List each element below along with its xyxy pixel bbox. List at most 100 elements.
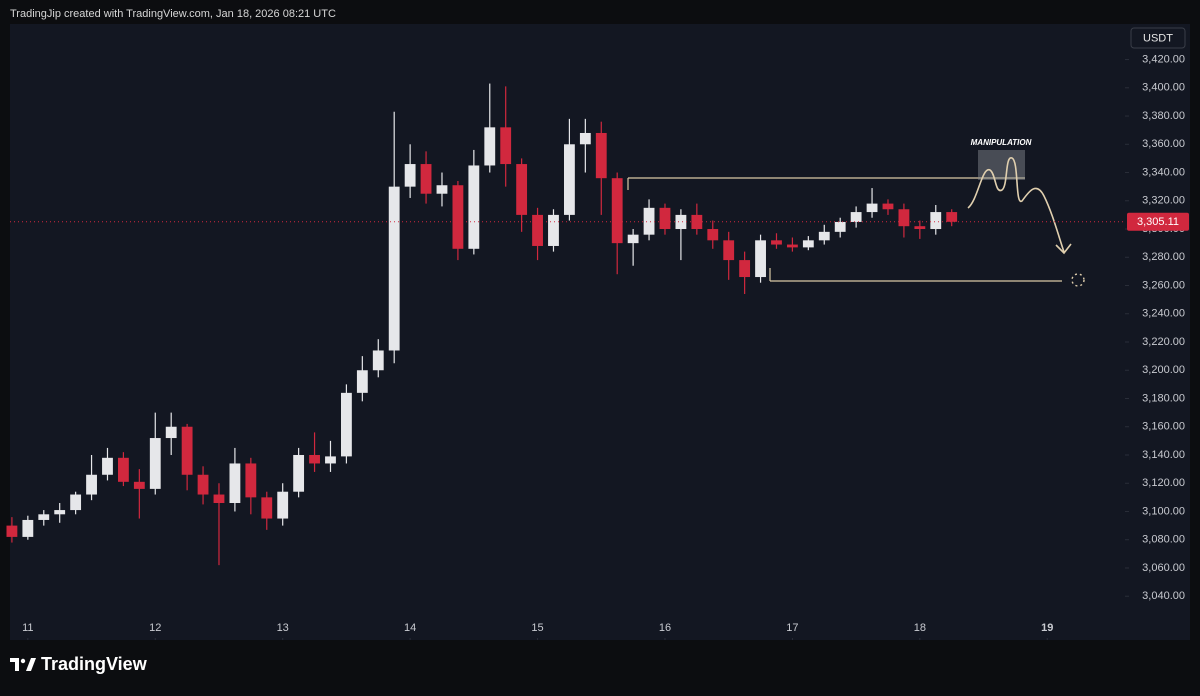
candle-body: [484, 127, 496, 166]
candle-body: [563, 144, 575, 215]
brand-logo: [10, 658, 19, 671]
brand-logo-mark: [26, 658, 36, 671]
x-tick-label: 16: [659, 622, 671, 634]
candle-body: [245, 463, 257, 498]
y-tick-label: 3,100.00: [1142, 505, 1185, 517]
x-tick-label: 19: [1041, 622, 1053, 634]
x-tick-label: 11: [22, 622, 33, 634]
candle-body: [946, 212, 958, 222]
x-tick-label: 13: [277, 622, 289, 634]
candle-body: [102, 457, 113, 475]
y-tick-label: 3,340.00: [1142, 166, 1185, 178]
candle-body: [22, 519, 34, 537]
projection-arrow: [1055, 243, 1072, 255]
x-tick-label: 18: [914, 622, 926, 634]
candle-body: [436, 185, 448, 194]
candle-body: [149, 438, 161, 489]
candle-body: [340, 392, 352, 457]
candle-body: [611, 178, 623, 244]
y-tick-label: 3,040.00: [1142, 590, 1185, 602]
candles: [6, 83, 958, 566]
candle-body: [882, 203, 894, 210]
currency-box: [1130, 27, 1186, 49]
candle-body: [739, 260, 751, 278]
y-tick-label: 3,140.00: [1142, 449, 1185, 461]
candle-body: [755, 240, 766, 278]
candle-body: [325, 456, 336, 464]
y-tick-label: 3,240.00: [1142, 308, 1185, 320]
candle-body: [500, 127, 512, 165]
candle-body: [643, 207, 655, 235]
y-tick-label: 3,360.00: [1142, 138, 1185, 150]
candle-body: [691, 214, 703, 230]
candle-body: [786, 244, 798, 248]
candle-body: [404, 164, 416, 187]
header-title: TradingJip created with TradingView.com,…: [10, 8, 336, 20]
x-tick-label: 17: [786, 622, 798, 634]
candle-body: [372, 350, 384, 371]
candle-body: [627, 234, 639, 244]
candle-body: [771, 240, 782, 245]
price-overlay: 3,305.11: [10, 212, 1189, 231]
y-tick-label: 3,400.00: [1142, 82, 1185, 94]
candle-body: [866, 203, 878, 213]
y-tick-label: 3,060.00: [1142, 562, 1185, 574]
y-tick-label: 3,220.00: [1142, 336, 1185, 348]
y-tick-label: 3,080.00: [1142, 534, 1185, 546]
brand: TradingView: [10, 654, 148, 674]
currency: USDT: [1143, 32, 1173, 44]
candle-body: [117, 457, 129, 482]
candle-body: [579, 132, 591, 145]
candle-body: [70, 494, 82, 511]
candle-body: [707, 229, 719, 241]
candle-body: [595, 132, 607, 179]
y-tick-label: 3,260.00: [1142, 279, 1185, 291]
manipulation-zone: [978, 150, 1025, 180]
candle-body: [181, 426, 193, 475]
candle-body: [197, 474, 209, 495]
candle-body: [54, 510, 66, 515]
brand-name: TradingView: [41, 654, 148, 674]
candle-body: [548, 214, 559, 246]
candle-body: [914, 226, 926, 230]
candle-body: [930, 212, 942, 230]
candle-body: [420, 164, 432, 194]
y-tick-label: 3,200.00: [1142, 364, 1185, 376]
candle-body: [675, 214, 687, 230]
y-tick-label: 3,280.00: [1142, 251, 1185, 263]
candle-body: [850, 212, 862, 222]
x-tick-label: 12: [149, 622, 161, 634]
x-tick-label: 15: [531, 622, 543, 634]
candle-body: [388, 186, 400, 351]
candle-body: [532, 214, 543, 246]
candle-body: [356, 370, 368, 393]
candle-body: [516, 164, 528, 215]
candle-body: [133, 481, 145, 489]
candle-body: [293, 454, 305, 492]
y-tick-label: 3,420.00: [1142, 53, 1185, 65]
candle-body: [277, 491, 289, 519]
drawings: MANIPULATION: [627, 138, 1085, 287]
candle-body: [165, 426, 177, 439]
candle-body: [309, 454, 320, 464]
candle-body: [659, 207, 671, 230]
candle-body: [452, 185, 464, 249]
chart-panel: [10, 24, 1190, 640]
y-tick-label: 3,380.00: [1142, 110, 1185, 122]
y-tick-label: 3,180.00: [1142, 392, 1185, 404]
last-price-label: 3,305.11: [1137, 216, 1179, 228]
y-tick-label: 3,320.00: [1142, 195, 1185, 207]
candle-body: [38, 514, 50, 520]
candle-body: [723, 240, 735, 261]
candle-body: [213, 494, 225, 504]
y-tick-label: 3,160.00: [1142, 421, 1185, 433]
x-tick-label: 14: [404, 622, 416, 634]
brand-logo-dot: [20, 658, 26, 664]
candle-body: [834, 221, 846, 232]
annotation: MANIPULATION: [971, 138, 1032, 147]
y-tick-label: 3,120.00: [1142, 477, 1185, 489]
candle-body: [6, 525, 18, 537]
candle-body: [818, 231, 830, 241]
